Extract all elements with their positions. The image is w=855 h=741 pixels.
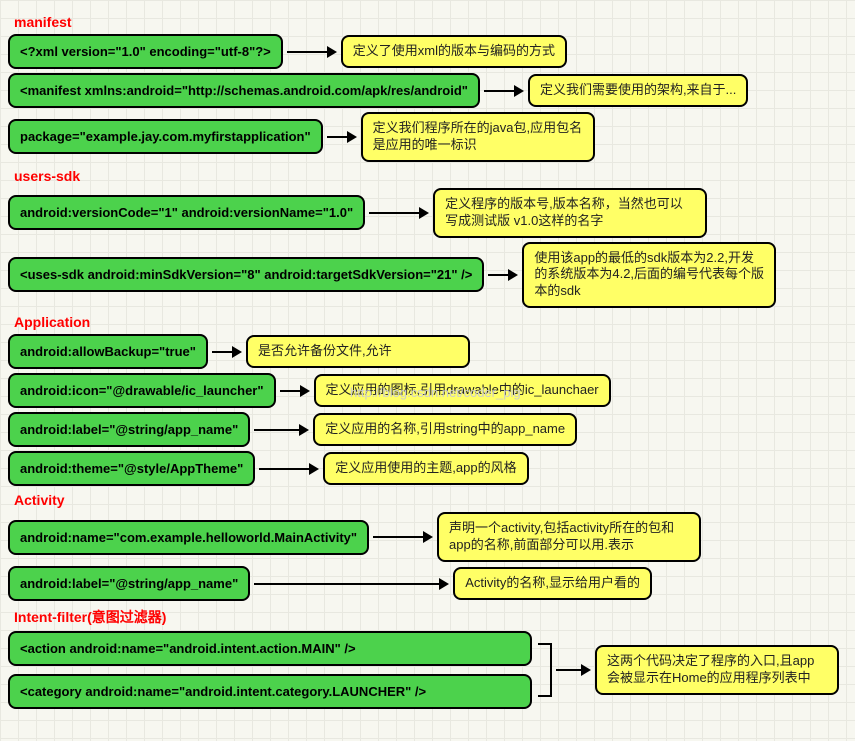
arrow-icon (369, 207, 429, 219)
code-box: <category android:name="android.intent.c… (8, 674, 532, 709)
desc-box: 定义应用的图标,引用drawable中的ic_launchaer (314, 374, 611, 407)
row-app-3: android:theme="@style/AppTheme" 定义应用使用的主… (8, 451, 847, 486)
arrow-icon (556, 664, 591, 676)
row-app-1: android:icon="@drawable/ic_launcher" 定义应… (8, 373, 847, 408)
desc-box: 定义我们需要使用的架构,来自于... (528, 74, 748, 107)
bracket-icon (538, 643, 552, 697)
arrow-icon (287, 46, 337, 58)
arrow-icon (254, 424, 309, 436)
code-box: android:theme="@style/AppTheme" (8, 451, 255, 486)
row-manifest-1: <manifest xmlns:android="http://schemas.… (8, 73, 847, 108)
row-userssdk-1: <uses-sdk android:minSdkVersion="8" andr… (8, 242, 847, 309)
row-app-0: android:allowBackup="true" 是否允许备份文件,允许 (8, 334, 847, 369)
row-activity-0: android:name="com.example.helloworld.Mai… (8, 512, 847, 562)
code-box: android:name="com.example.helloworld.Mai… (8, 520, 369, 555)
code-box: <manifest xmlns:android="http://schemas.… (8, 73, 480, 108)
arrow-icon (259, 463, 319, 475)
section-title-manifest: manifest (14, 14, 847, 30)
desc-box: 定义应用使用的主题,app的风格 (323, 452, 528, 485)
code-box: package="example.jay.com.myfirstapplicat… (8, 119, 323, 154)
desc-box: 定义了使用xml的版本与编码的方式 (341, 35, 567, 68)
arrow-icon (254, 578, 449, 590)
intent-filter-group: <action android:name="android.intent.act… (8, 631, 847, 709)
arrow-icon (484, 85, 524, 97)
desc-box: 定义我们程序所在的java包,应用包名是应用的唯一标识 (361, 112, 595, 162)
arrow-icon (488, 269, 518, 281)
row-app-2: android:label="@string/app_name" 定义应用的名称… (8, 412, 847, 447)
code-box: <uses-sdk android:minSdkVersion="8" andr… (8, 257, 484, 292)
code-box: android:label="@string/app_name" (8, 566, 250, 601)
code-box: <?xml version="1.0" encoding="utf-8"?> (8, 34, 283, 69)
row-activity-1: android:label="@string/app_name" Activit… (8, 566, 847, 601)
section-title-activity: Activity (14, 492, 847, 508)
arrow-icon (212, 346, 242, 358)
desc-box: 这两个代码决定了程序的入口,且app会被显示在Home的应用程序列表中 (595, 645, 839, 695)
row-manifest-0: <?xml version="1.0" encoding="utf-8"?> 定… (8, 34, 847, 69)
code-box: <action android:name="android.intent.act… (8, 631, 532, 666)
arrow-icon (280, 385, 310, 397)
arrow-icon (373, 531, 433, 543)
row-manifest-2: package="example.jay.com.myfirstapplicat… (8, 112, 847, 162)
code-box: android:allowBackup="true" (8, 334, 208, 369)
desc-box: Activity的名称,显示给用户看的 (453, 567, 652, 600)
section-title-users-sdk: users-sdk (14, 168, 847, 184)
desc-box: 使用该app的最低的sdk版本为2.2,开发的系统版本为4.2,后面的编号代表每… (522, 242, 776, 309)
code-box: android:label="@string/app_name" (8, 412, 250, 447)
arrow-icon (327, 131, 357, 143)
code-box: android:icon="@drawable/ic_launcher" (8, 373, 276, 408)
section-title-intent-filter: Intent-filter(意图过滤器) (14, 607, 847, 627)
desc-box: 定义应用的名称,引用string中的app_name (313, 413, 577, 446)
row-userssdk-0: android:versionCode="1" android:versionN… (8, 188, 847, 238)
desc-box: 定义程序的版本号,版本名称，当然也可以写成测试版 v1.0这样的名字 (433, 188, 707, 238)
desc-box: 是否允许备份文件,允许 (246, 335, 470, 368)
section-title-application: Application (14, 314, 847, 330)
desc-box: 声明一个activity,包括activity所在的包和app的名称,前面部分可… (437, 512, 701, 562)
code-box: android:versionCode="1" android:versionN… (8, 195, 365, 230)
